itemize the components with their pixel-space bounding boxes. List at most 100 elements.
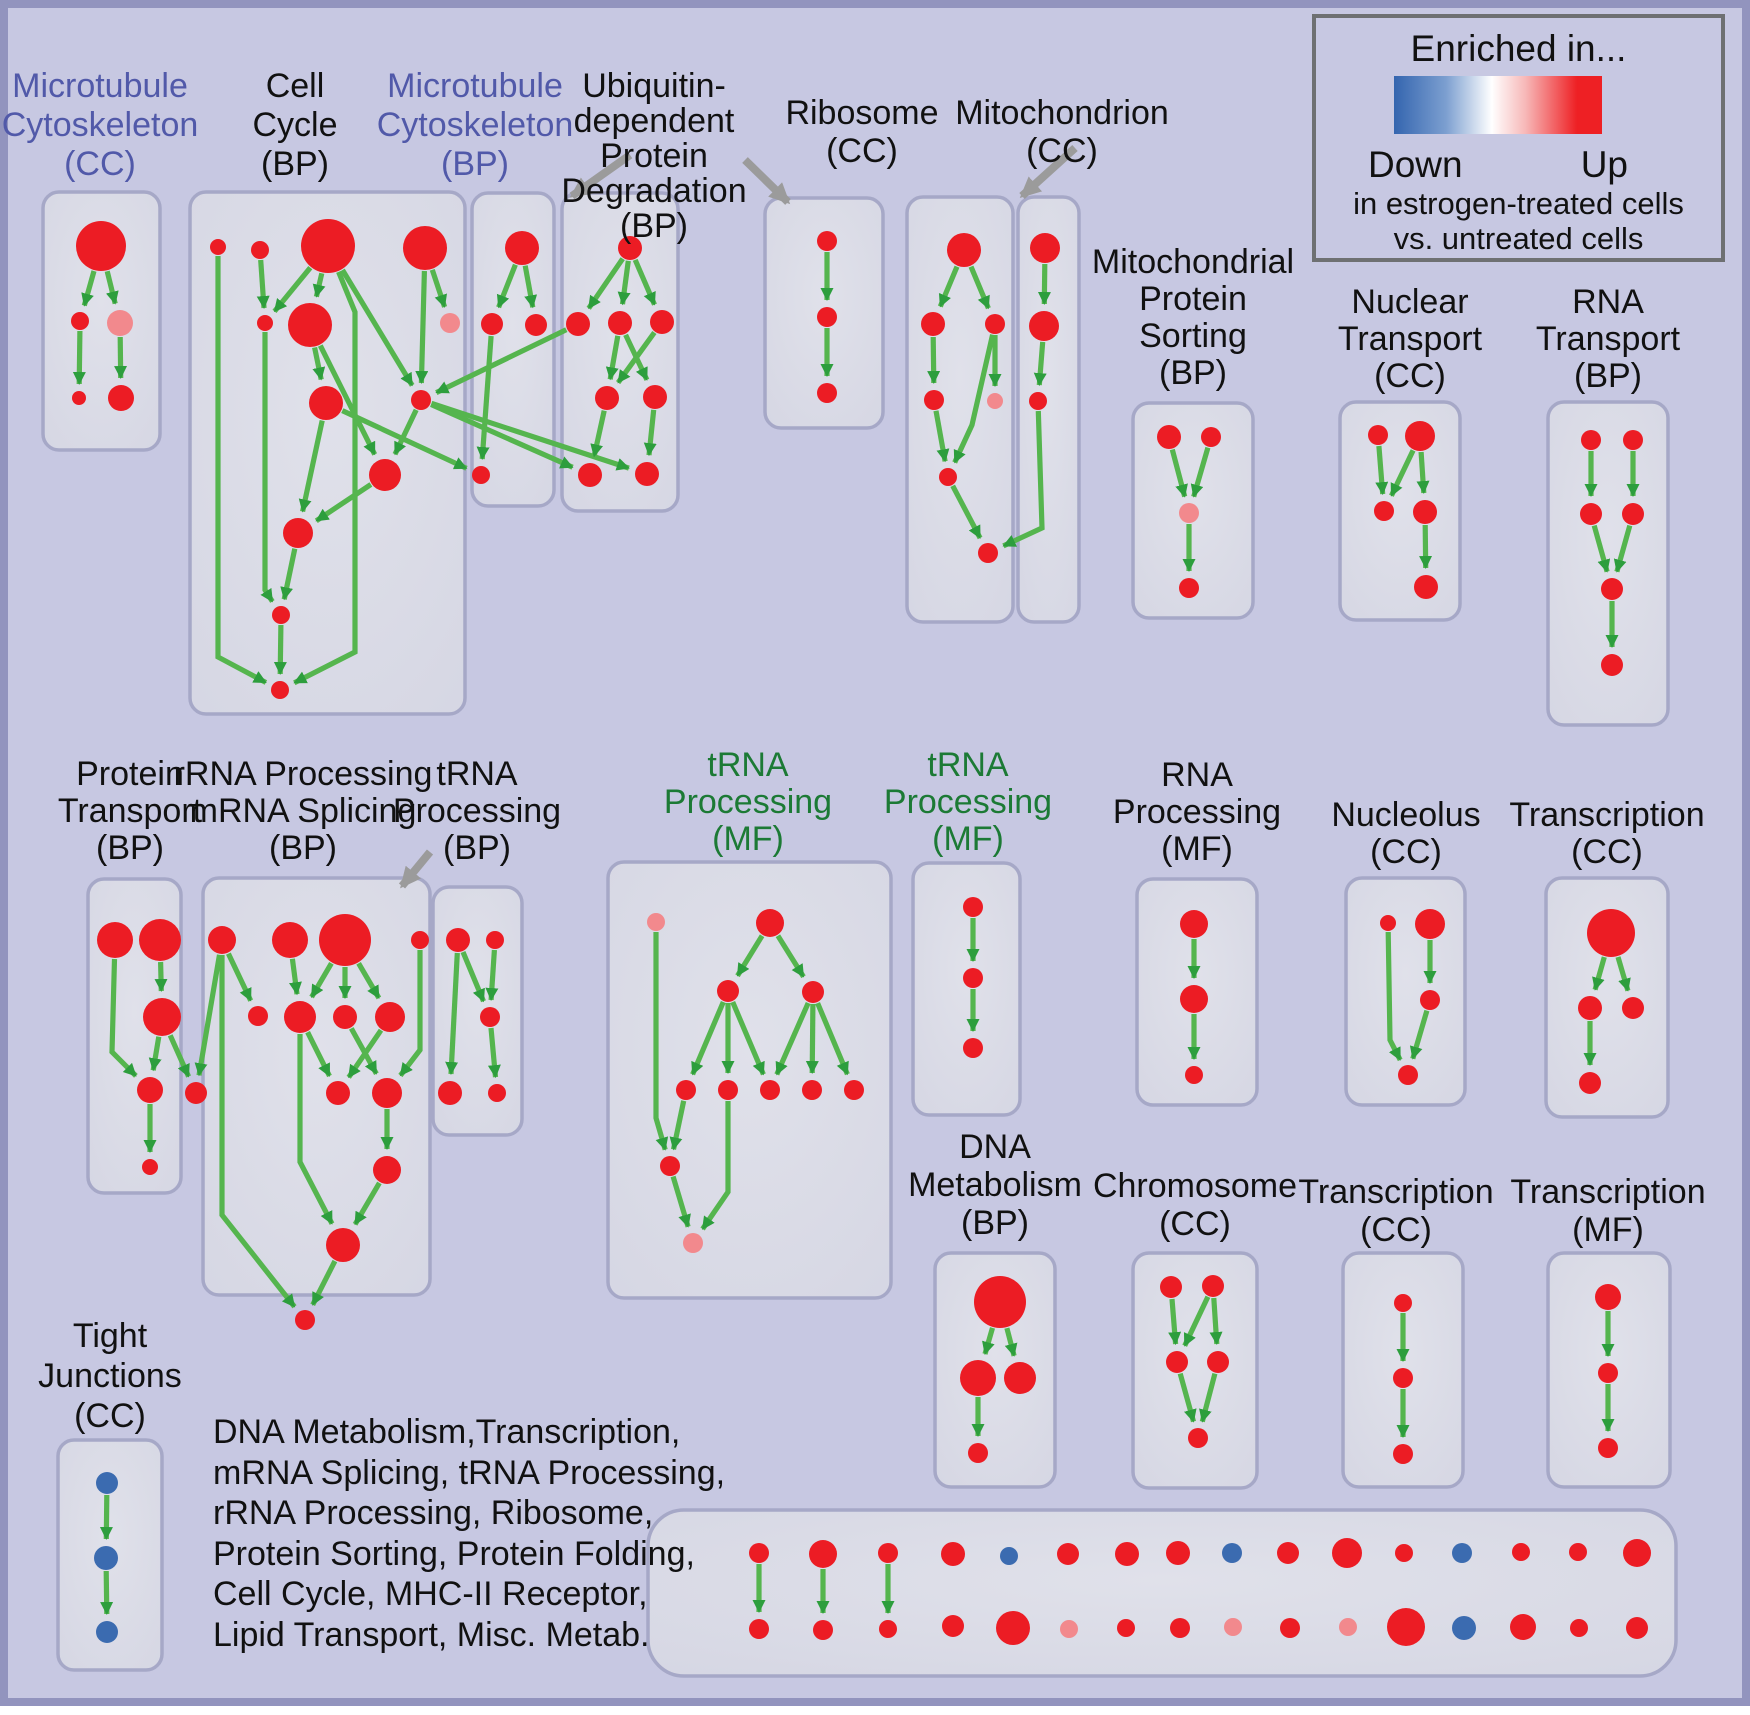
node-ch3 [1166, 1351, 1188, 1373]
node-c7 [440, 313, 460, 333]
node-ch5 [1188, 1428, 1208, 1448]
node-nt1 [1368, 425, 1388, 445]
edge-mp2-mp3 [1190, 446, 1211, 498]
node-ub3 [817, 383, 837, 403]
edge-x3-x5 [487, 1027, 501, 1079]
node-dm4 [968, 1443, 988, 1463]
edge-p1-p10 [653, 932, 669, 1151]
node-mc3 [107, 310, 133, 336]
edge-x1-x4 [445, 952, 460, 1075]
edge-c6-c10 [317, 344, 378, 456]
node-c12 [272, 606, 290, 624]
node-ch2 [1202, 1275, 1224, 1297]
edge-c4-c9 [415, 270, 429, 384]
node-rt3 [1580, 503, 1602, 525]
edge-p4-p7 [774, 1001, 811, 1076]
edge-nu3-nu4 [1409, 1009, 1430, 1060]
node-p10 [660, 1156, 680, 1176]
cluster-nuclear-transport [1338, 400, 1462, 622]
edge-mc1-mc3 [104, 270, 119, 305]
node-pb [139, 919, 181, 961]
label-line: (BP) [620, 207, 688, 245]
misc-line: DNA Metabolism,Transcription, [213, 1413, 681, 1451]
node-nu4 [1398, 1065, 1418, 1085]
node-pf [142, 1159, 158, 1175]
label-line: (CC) [1159, 1205, 1231, 1243]
label-line: Protein [600, 137, 708, 175]
node-pc [143, 998, 181, 1036]
node-m5t [1000, 1547, 1018, 1565]
edge-rb1-rb3 [968, 265, 991, 310]
label-line: Processing [393, 792, 561, 830]
node-p1 [647, 913, 665, 931]
label-transcription-mf: Transcription(MF) [1510, 1173, 1705, 1249]
label-line: Transport [1338, 320, 1483, 358]
edge-ua3-ua5 [605, 335, 621, 381]
edge-pc-pd [148, 1036, 162, 1072]
label-ubiquitin-degradation: Ubiquitin-dependentProteinDegradation(BP… [561, 67, 746, 245]
label-line: (BP) [261, 145, 329, 183]
label-transcription-cc-mid: Transcription(CC) [1509, 796, 1704, 871]
node-t [326, 1228, 360, 1262]
label-line: Microtubule [387, 67, 563, 105]
node-tc3 [1622, 997, 1644, 1019]
edge-tc1-tc3 [1615, 956, 1631, 992]
label-line: DNA [959, 1128, 1031, 1166]
label-line: (BP) [1574, 357, 1642, 395]
node-j [411, 931, 429, 949]
node-mp2 [1201, 427, 1221, 447]
node-tc4 [1579, 1072, 1601, 1094]
edge-m1-m2 [1037, 263, 1051, 305]
node-rt5 [1601, 578, 1623, 600]
node-i [319, 914, 371, 966]
node-m1 [1030, 233, 1060, 263]
label-line: Chromosome [1093, 1167, 1297, 1205]
node-m6t [1057, 1543, 1079, 1565]
misc-categories-list: DNA Metabolism,Transcription, mRNA Splic… [213, 1412, 725, 1655]
edge-m-r [349, 1027, 379, 1075]
node-ua5 [595, 386, 619, 410]
node-p11 [683, 1233, 703, 1253]
edge-rb4-rb6 [933, 410, 950, 463]
edge-c1-c13 [215, 256, 268, 685]
edge-pa-pd [109, 958, 138, 1078]
node-m7t [1115, 1542, 1139, 1566]
node-x2 [486, 931, 504, 949]
label-mitochondrion: Mitochondrion(CC) [955, 94, 1169, 170]
node-m10t [1277, 1542, 1299, 1564]
node-m11b [1339, 1618, 1357, 1636]
node-s3 [963, 1038, 983, 1058]
node-rp3 [1185, 1066, 1203, 1084]
label-line: Ribosome [785, 94, 938, 132]
node-m14t [1512, 1543, 1530, 1561]
legend-title: Enriched in... [1410, 28, 1627, 69]
node-rb4 [924, 390, 944, 410]
label-line: Processing [664, 783, 832, 821]
node-m5b [996, 1611, 1030, 1645]
node-tm3 [1598, 1438, 1618, 1458]
edge-nu1-nu4 [1385, 931, 1403, 1062]
annotation-arrow-icon [742, 157, 791, 205]
node-rb7 [978, 543, 998, 563]
node-m9t [1222, 1543, 1242, 1563]
edge-s-t [352, 1181, 382, 1226]
label-line: (BP) [269, 829, 337, 867]
node-tj3 [96, 1621, 118, 1643]
node-tj2 [94, 1546, 118, 1570]
label-line: (CC) [1374, 357, 1446, 395]
edge-mc2-mc4 [72, 330, 86, 385]
node-m4b [942, 1615, 964, 1637]
label-line: (BP) [1159, 354, 1227, 392]
node-c11 [283, 518, 313, 548]
node-m2t [809, 1540, 837, 1568]
node-c3 [301, 219, 355, 273]
label-line: tRNA [707, 746, 789, 784]
node-nt4 [1413, 500, 1437, 524]
edge-x2-x3 [485, 949, 499, 1001]
